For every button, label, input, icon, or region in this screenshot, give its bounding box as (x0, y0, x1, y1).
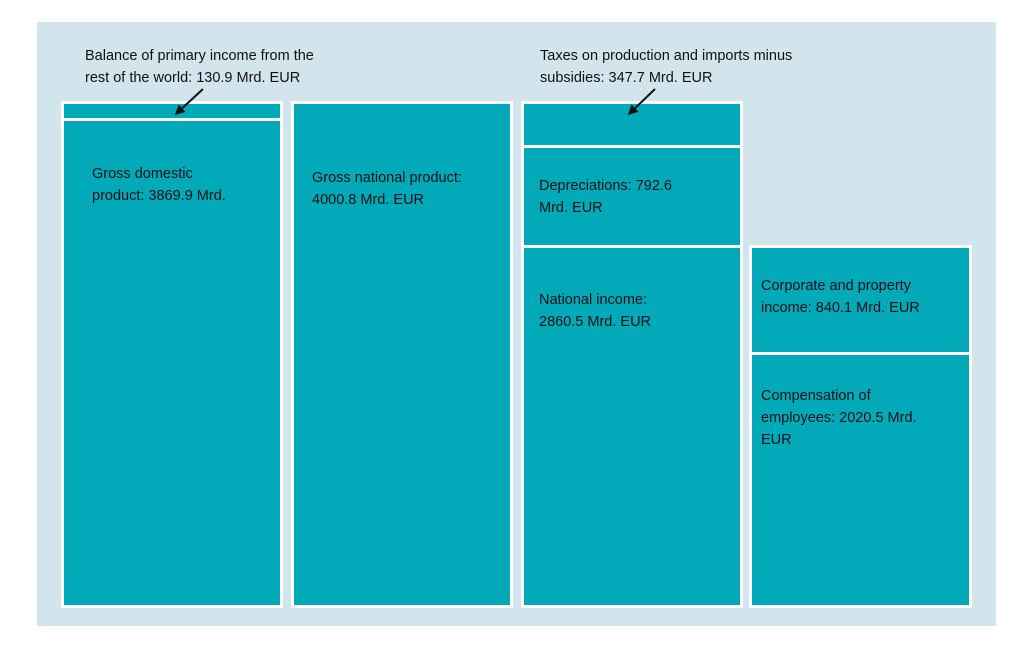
national-income-block: National income: 2860.5 Mrd. EUR (521, 245, 743, 608)
gnp-label-line-2: 4000.8 Mrd. EUR (312, 192, 425, 208)
corporate-property-income-label-line-2: income: 840.1 Mrd. EUR (761, 300, 920, 316)
taxes-minus-subsidies-block (521, 101, 743, 148)
taxes-minus-subsidies-note-line-1: Taxes on production and imports minus (540, 48, 793, 64)
compensation-employees-label-line-2: employees: 2020.5 Mrd. (761, 410, 917, 426)
corporate-property-income-block: Corporate and property income: 840.1 Mrd… (749, 245, 972, 355)
taxes-minus-subsidies-note-line-2: subsidies: 347.7 Mrd. EUR (540, 70, 713, 86)
compensation-employees-label-line-3: EUR (761, 432, 792, 448)
depreciations-label-line-2: Mrd. EUR (539, 200, 603, 216)
corporate-property-income-label-line-1: Corporate and property (761, 278, 911, 294)
national-income-label-line-1: National income: (539, 292, 647, 308)
national-income-label-line-2: 2860.5 Mrd. EUR (539, 314, 652, 330)
gnp-block: Gross national product: 4000.8 Mrd. EUR (291, 101, 513, 608)
compensation-employees-label-line-1: Compensation of (761, 388, 871, 404)
gnp-label-line-1: Gross national product: (312, 170, 462, 186)
gdp-label-line-2: product: 3869.9 Mrd. (92, 188, 226, 204)
depreciations-label-line-1: Depreciations: 792.6 (539, 178, 672, 194)
balance-primary-income-note-line-1: Balance of primary income from the (85, 48, 314, 64)
depreciations-block: Depreciations: 792.6 Mrd. EUR (521, 145, 743, 248)
balance-primary-income-note-line-2: rest of the world: 130.9 Mrd. EUR (85, 70, 301, 86)
gdp-block: Gross domestic product: 3869.9 Mrd. (61, 118, 283, 608)
compensation-employees-block: Compensation of employees: 2020.5 Mrd. E… (749, 352, 972, 608)
gdp-label-line-1: Gross domestic (92, 166, 193, 182)
